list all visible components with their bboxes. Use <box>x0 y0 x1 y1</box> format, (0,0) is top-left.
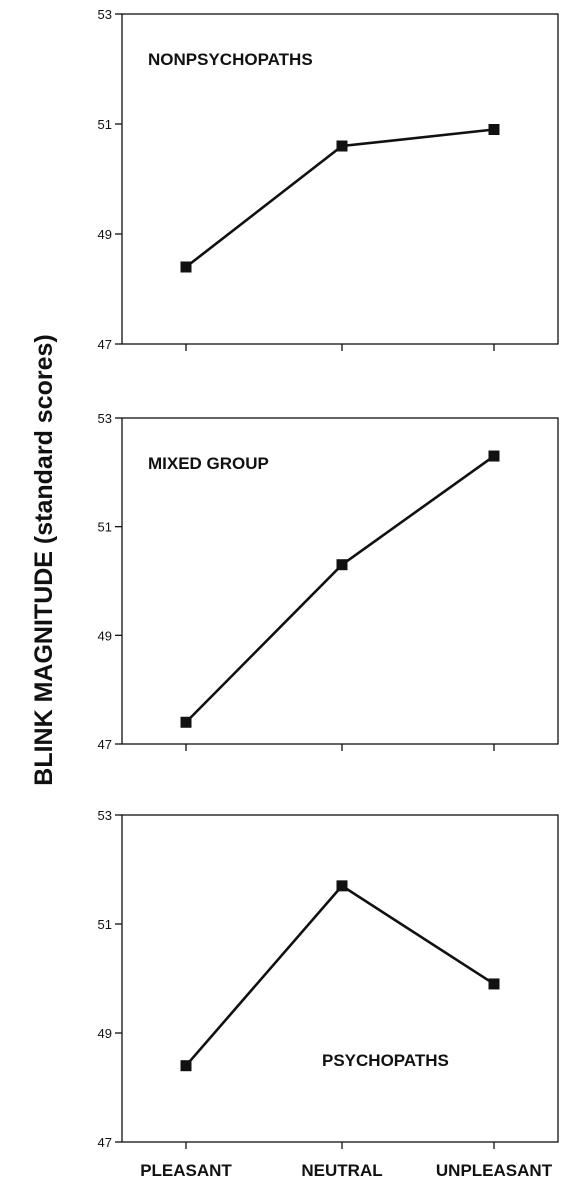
data-point <box>180 261 192 273</box>
y-tick-label: 53 <box>98 7 112 22</box>
y-tick-label: 51 <box>98 520 112 535</box>
y-tick-label: 53 <box>98 808 112 823</box>
y-tick-label: 51 <box>98 917 112 932</box>
x-category-label: NEUTRAL <box>301 1161 382 1180</box>
y-axis-label: BLINK MAGNITUDE (standard scores) <box>30 334 58 785</box>
y-tick-label: 47 <box>98 337 112 352</box>
panel-1: 47 49 51 53 NONPSYCHOPATHS <box>98 7 559 352</box>
panel-title: PSYCHOPATHS <box>322 1051 449 1070</box>
series-line <box>185 454 495 724</box>
data-point <box>336 559 348 571</box>
data-point <box>336 880 348 892</box>
x-category-label: PLEASANT <box>140 1161 232 1180</box>
plot-frame <box>121 814 559 1143</box>
data-point <box>180 716 192 728</box>
y-tick-label: 51 <box>98 117 112 132</box>
panel-2: 47 49 51 53 MIXED GROUP <box>98 411 559 752</box>
category-labels: PLEASANT NEUTRAL UNPLEASANT <box>140 1161 553 1180</box>
data-point <box>336 140 348 152</box>
panels: 47 49 51 53 NONPSYCHOPATHS 47 49 51 53 MIXED GROU… <box>98 7 559 1150</box>
data-point <box>488 450 500 462</box>
x-category-label: UNPLEASANT <box>436 1161 553 1180</box>
data-point <box>488 124 500 135</box>
plot-frame <box>121 13 559 345</box>
series-line <box>185 884 495 1067</box>
panel-title: MIXED GROUP <box>148 454 269 473</box>
y-tick-label: 47 <box>98 737 112 752</box>
plot-frame <box>121 417 559 745</box>
y-tick-label: 47 <box>98 1135 112 1150</box>
panel-title: NONPSYCHOPATHS <box>148 50 313 69</box>
y-tick-label: 49 <box>98 1026 112 1041</box>
data-point <box>180 1060 192 1072</box>
y-tick-label: 49 <box>98 227 112 242</box>
y-tick-label: 53 <box>98 411 112 426</box>
y-tick-label: 49 <box>98 628 112 643</box>
data-point <box>488 978 500 990</box>
panel-3: 47 49 51 53 PSYCHOPATHS <box>98 808 559 1150</box>
